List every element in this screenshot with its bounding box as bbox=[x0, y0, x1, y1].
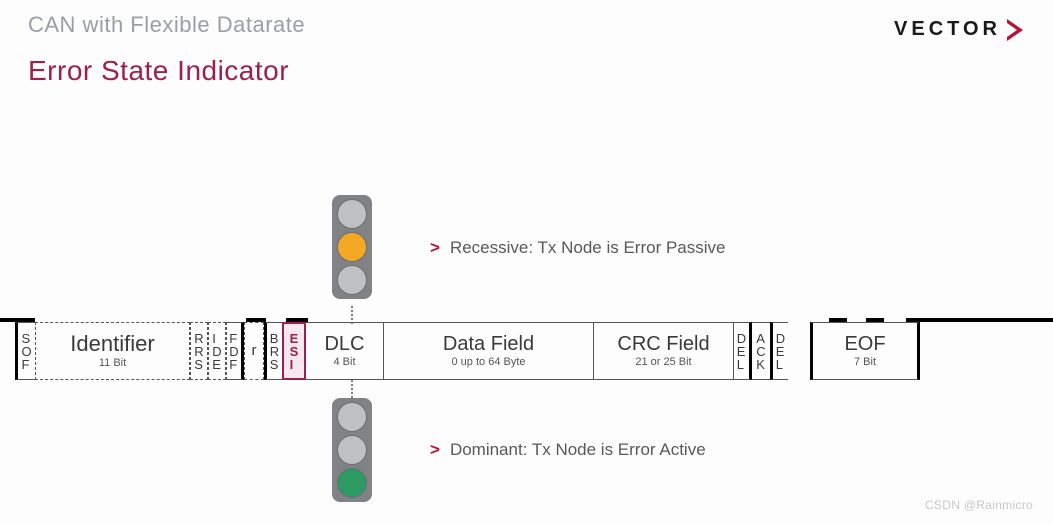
caption-recessive: > Recessive: Tx Node is Error Passive bbox=[430, 238, 726, 258]
caption-dominant: > Dominant: Tx Node is Error Active bbox=[430, 440, 706, 460]
bus-line bbox=[866, 318, 884, 322]
caption-recessive-text: Recessive: Tx Node is Error Passive bbox=[450, 238, 726, 257]
light-off-icon bbox=[337, 265, 367, 295]
seg-rrs: RRS bbox=[190, 322, 208, 380]
caret-icon: > bbox=[430, 238, 440, 257]
traffic-light-dominant bbox=[332, 398, 372, 502]
chevron-right-icon bbox=[1007, 19, 1023, 41]
bus-line bbox=[286, 318, 308, 322]
bus-line bbox=[1016, 318, 1053, 322]
caret-icon: > bbox=[430, 440, 440, 459]
bus-line bbox=[0, 318, 15, 322]
watermark: CSDN @Rainmicro bbox=[925, 498, 1033, 512]
seg-del2: DEL bbox=[770, 322, 788, 380]
header-title: Error State Indicator bbox=[28, 55, 289, 87]
seg-r: r bbox=[244, 322, 264, 380]
seg-ack: ACK bbox=[752, 322, 770, 380]
connector-line bbox=[351, 380, 353, 398]
seg-identifier: Identifier 11 Bit bbox=[35, 322, 190, 380]
light-green-icon bbox=[337, 468, 367, 498]
seg-dlc: DLC 4 Bit bbox=[306, 322, 384, 380]
seg-data-field: Data Field 0 up to 64 Byte bbox=[384, 322, 594, 380]
logo-text: VECTOR bbox=[894, 18, 1001, 41]
seg-sof: SOF bbox=[15, 322, 35, 380]
can-fd-frame: SOF Identifier 11 Bit RRS IDE FDF r BRS … bbox=[15, 322, 1043, 380]
header-subtitle: CAN with Flexible Datarate bbox=[28, 12, 305, 38]
vector-logo: VECTOR bbox=[894, 18, 1023, 41]
light-off-icon bbox=[337, 199, 367, 229]
seg-eof: EOF 7 Bit bbox=[810, 322, 920, 380]
light-amber-icon bbox=[337, 232, 367, 262]
seg-del1: DEL bbox=[734, 322, 752, 380]
bus-line bbox=[246, 318, 266, 322]
seg-brs: BRS bbox=[264, 322, 282, 380]
bus-line bbox=[829, 318, 847, 322]
light-off-icon bbox=[337, 435, 367, 465]
light-off-icon bbox=[337, 402, 367, 432]
bus-line bbox=[906, 318, 1016, 322]
bus-line bbox=[15, 318, 35, 322]
seg-ide: IDE bbox=[208, 322, 226, 380]
gap bbox=[788, 322, 810, 380]
seg-fdf: FDF bbox=[226, 322, 244, 380]
caption-dominant-text: Dominant: Tx Node is Error Active bbox=[450, 440, 706, 459]
traffic-light-recessive bbox=[332, 195, 372, 299]
seg-esi: ESI bbox=[282, 322, 306, 380]
seg-crc-field: CRC Field 21 or 25 Bit bbox=[594, 322, 734, 380]
